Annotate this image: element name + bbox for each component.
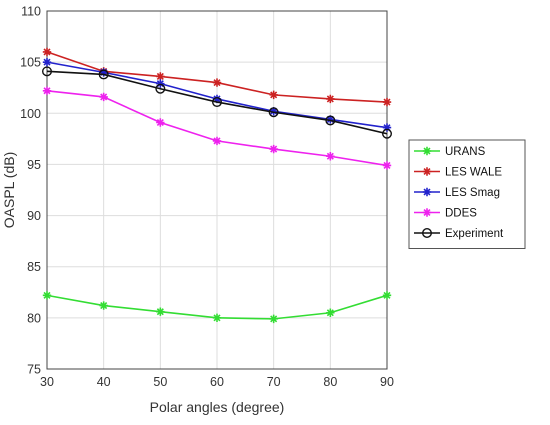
data-point [422, 208, 432, 217]
y-tick-label: 110 [21, 5, 41, 19]
data-point [422, 187, 432, 197]
data-point [269, 107, 278, 116]
y-tick-label: 80 [27, 311, 41, 325]
series-experiment [42, 66, 393, 139]
data-point [382, 161, 392, 170]
data-point [326, 308, 335, 317]
series-line [46, 70, 388, 135]
data-point [156, 72, 165, 81]
y-axis-label: OASPL (dB) [1, 152, 17, 229]
y-tick-label: 95 [27, 158, 41, 172]
legend-label: URANS [445, 146, 486, 158]
x-tick-label: 70 [267, 375, 281, 389]
data-point [268, 107, 279, 118]
legend-label: Experiment [445, 228, 504, 240]
axis-ticks: 75 80 85 90 95 100 105 110 30 40 50 60 70 80 90 [20, 5, 394, 390]
data-point [99, 68, 108, 77]
data-point [42, 57, 52, 67]
data-point [212, 136, 222, 146]
data-point [42, 66, 53, 77]
legend-item: URANS [414, 146, 486, 158]
data-point [99, 92, 108, 102]
x-tick-label: 40 [97, 375, 111, 389]
data-point [99, 301, 108, 310]
data-point [326, 152, 335, 161]
data-point [42, 47, 52, 57]
data-point [422, 167, 432, 176]
plot-frame [46, 10, 388, 370]
y-tick-label: 75 [27, 363, 41, 377]
x-tick-label: 30 [40, 375, 54, 389]
data-point [211, 97, 222, 108]
data-point [212, 94, 222, 104]
x-tick-label: 90 [380, 375, 394, 389]
data-point [325, 115, 336, 126]
data-point [212, 78, 222, 87]
data-point [382, 97, 392, 107]
data-point [269, 314, 278, 324]
x-tick-label: 60 [210, 375, 224, 389]
x-tick-label: 80 [323, 375, 337, 389]
y-tick-label: 85 [27, 260, 41, 274]
legend-item: LES Smag [414, 187, 500, 199]
data-point [156, 79, 165, 88]
data-point [156, 118, 165, 127]
data-point [212, 313, 222, 323]
legend-label: DDES [445, 208, 477, 220]
data-point [42, 86, 52, 95]
data-point [269, 90, 278, 100]
legend-item: Experiment [414, 227, 504, 240]
series-urans [42, 291, 392, 324]
data-point [326, 94, 335, 104]
series-group [42, 47, 393, 324]
legend: URANS LES WALE LES Smag DDES Experiment [408, 139, 526, 249]
data-point [156, 307, 165, 316]
data-point [42, 291, 52, 300]
data-point [422, 227, 433, 238]
data-point [155, 83, 166, 94]
legend-label: LES WALE [445, 167, 502, 179]
legend-item: LES WALE [414, 167, 502, 179]
y-tick-label: 100 [20, 107, 41, 121]
x-tick-label: 50 [153, 375, 167, 389]
y-tick-label: 90 [27, 209, 41, 223]
data-point [98, 69, 109, 80]
series-les-smag [42, 57, 392, 132]
x-axis-label: Polar angles (degree) [150, 399, 285, 415]
data-point [382, 128, 393, 139]
y-tick-label: 105 [20, 56, 41, 70]
legend-item: DDES [414, 208, 477, 220]
data-point [269, 144, 278, 154]
data-point [382, 291, 392, 300]
data-point [326, 115, 335, 124]
legend-label: LES Smag [445, 187, 500, 199]
data-point [382, 123, 392, 132]
series-ddes [42, 86, 392, 170]
data-point [422, 146, 432, 156]
